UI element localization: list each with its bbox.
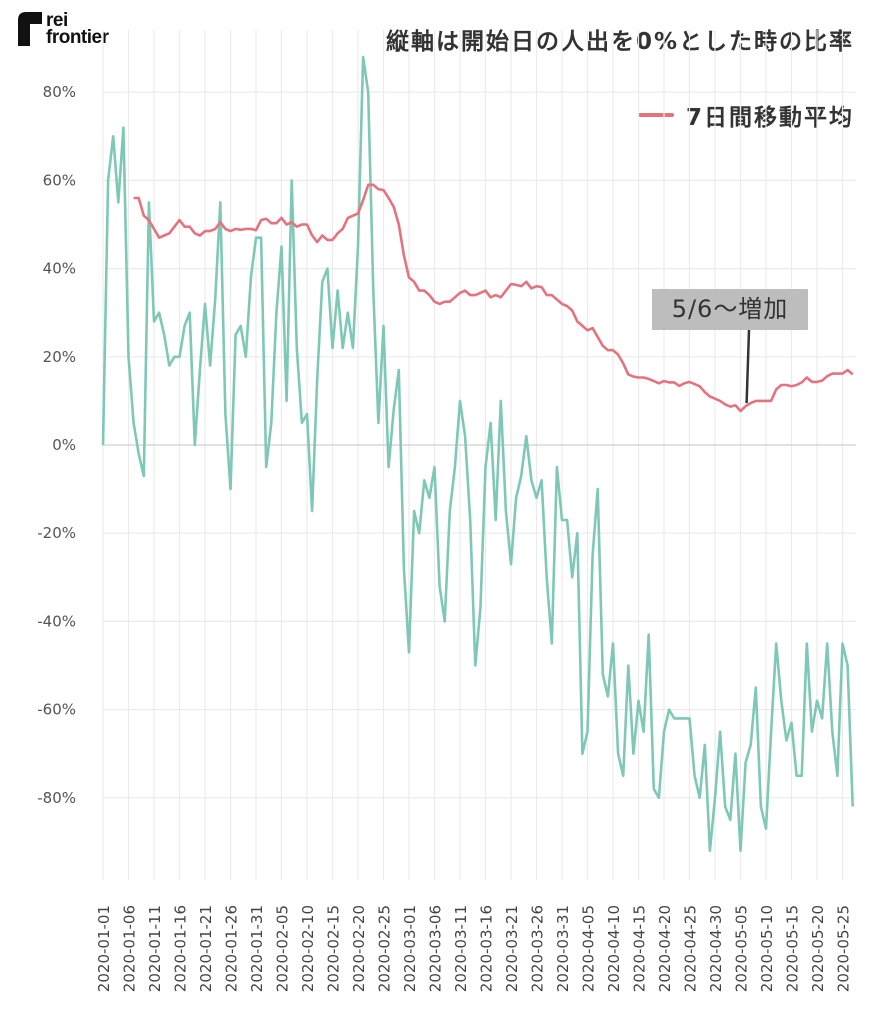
x-tick-label: 2020-05-20 [809,905,827,992]
x-tick-label: 2020-05-15 [784,905,802,992]
x-tick-label: 2020-01-21 [197,905,215,992]
x-tick-label: 2020-04-10 [605,905,623,992]
x-tick-label: 2020-04-30 [707,905,725,992]
x-tick-label: 2020-02-25 [376,905,394,992]
y-tick-label: 0% [52,436,76,454]
x-tick-label: 2020-01-06 [121,905,139,992]
x-tick-label: 2020-02-20 [350,905,368,992]
logo-text-line2: frontier [46,27,109,48]
y-tick-label: 80% [43,83,76,101]
x-tick-label: 2020-05-25 [835,905,853,992]
y-tick-label: 60% [43,171,76,189]
x-tick-label: 2020-05-10 [758,905,776,992]
x-tick-label: 2020-03-26 [529,905,547,992]
x-tick-label: 2020-02-10 [299,905,317,992]
annotation-label: 5/6〜増加 [652,289,808,330]
y-tick-label: -20% [37,524,76,542]
y-tick-label: 20% [43,348,76,366]
x-tick-label: 2020-04-25 [682,905,700,992]
y-tick-label: 40% [43,260,76,278]
x-tick-label: 2020-01-31 [248,905,266,992]
logo-text-line1: rei [46,10,68,31]
x-tick-label: 2020-01-11 [146,905,164,992]
x-tick-label: 2020-03-11 [452,905,470,992]
x-tick-label: 2020-02-15 [325,905,343,992]
y-tick-label: -60% [37,701,76,719]
legend: 7日間移動平均 [637,98,854,132]
x-tick-label: 2020-03-21 [503,905,521,992]
x-tick-label: 2020-01-16 [172,905,190,992]
series-line-moving-average [133,183,854,413]
logo-mark-icon [18,12,42,46]
x-tick-label: 2020-03-31 [554,905,572,992]
x-tick-label: 2020-03-06 [427,905,445,992]
chart-title: 縦軸は開始日の人出を0%とした時の比率 [385,29,854,55]
y-tick-label: -80% [37,789,76,807]
series-line-daily [101,55,854,852]
annotation-pointer [745,329,751,404]
x-tick-label: 2020-01-01 [95,905,113,992]
logo-text: rei frontier [46,10,109,48]
y-tick-label: -40% [37,612,76,630]
x-tick-label: 2020-05-05 [733,905,751,992]
legend-label-moving-average: 7日間移動平均 [685,105,854,131]
x-tick-label: 2020-04-15 [631,905,649,992]
logo: rei frontier [18,10,109,48]
x-tick-label: 2020-03-16 [478,905,496,992]
x-tick-label: 2020-02-05 [274,905,292,992]
x-tick-label: 2020-03-01 [401,905,419,992]
x-tick-label: 2020-04-05 [580,905,598,992]
legend-swatch-moving-average [637,113,674,117]
x-tick-label: 2020-01-26 [223,905,241,992]
x-tick-label: 2020-04-20 [656,905,674,992]
